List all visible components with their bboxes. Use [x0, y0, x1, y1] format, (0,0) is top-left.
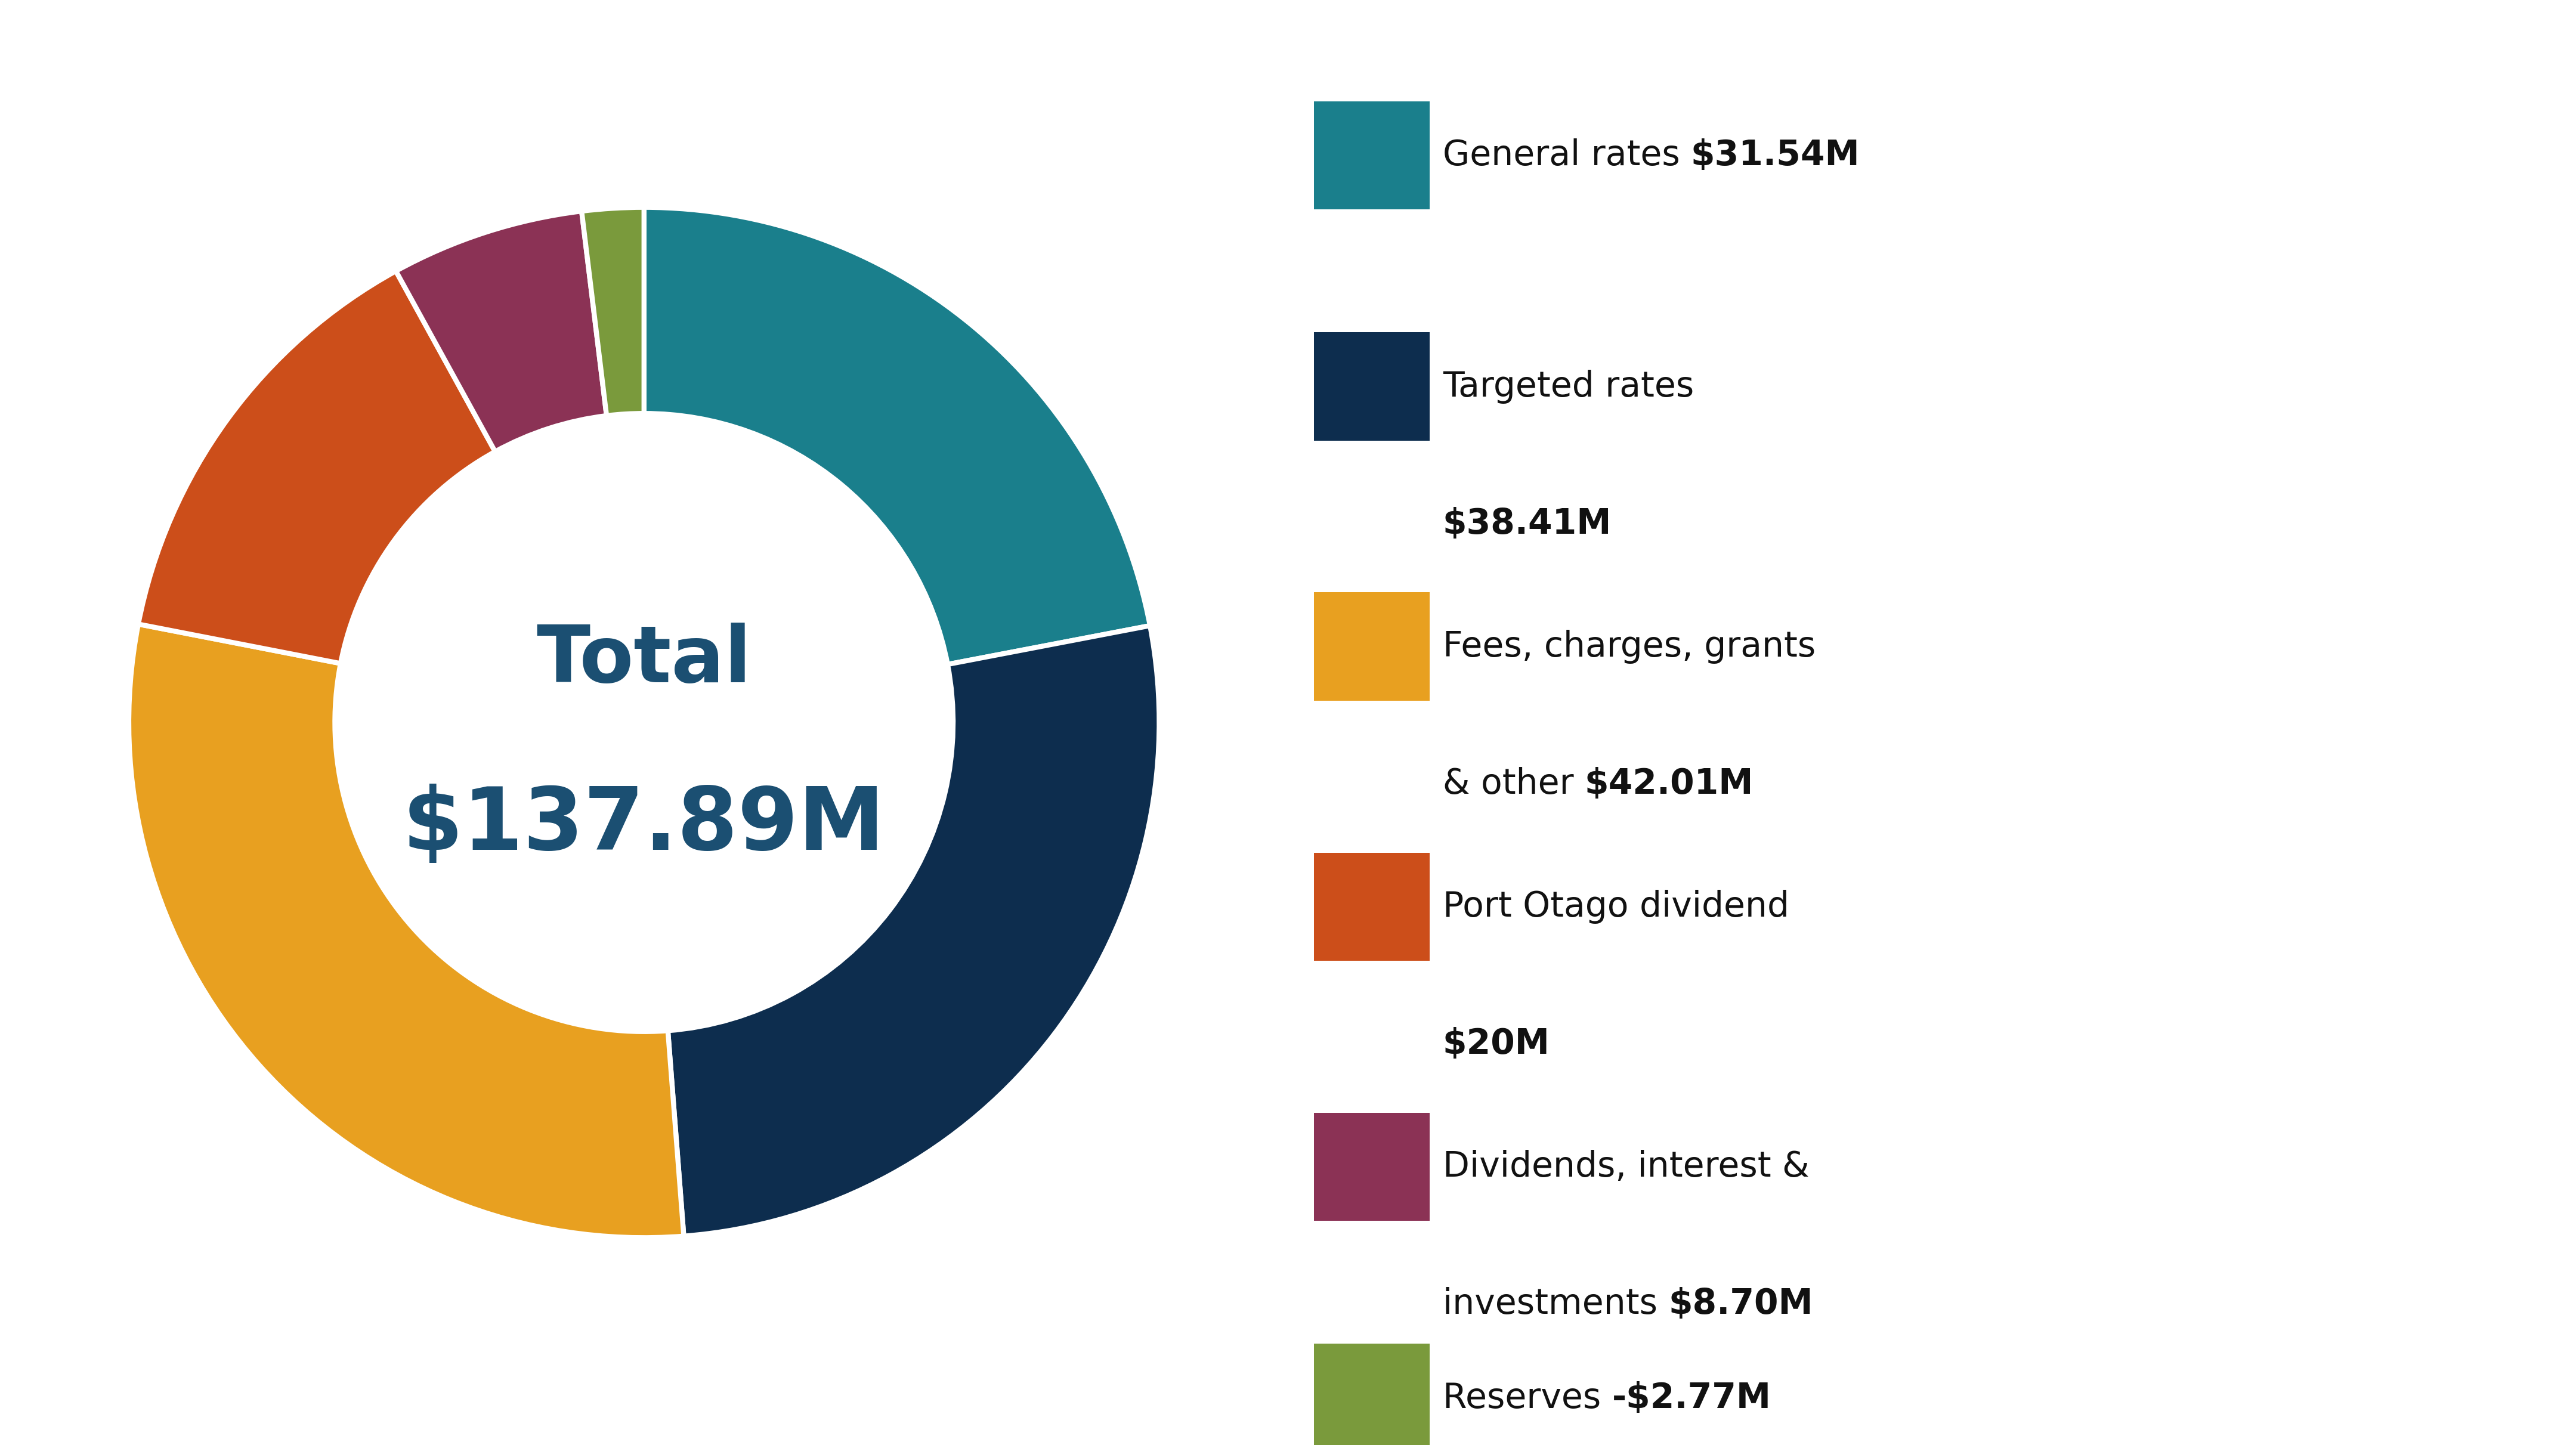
- Text: & other: & other: [1443, 767, 1584, 801]
- Text: $42.01M: $42.01M: [1584, 767, 1754, 801]
- Text: $31.54M: $31.54M: [1690, 139, 1860, 172]
- Text: Port Otago dividend: Port Otago dividend: [1443, 890, 1790, 923]
- FancyBboxPatch shape: [1314, 1113, 1430, 1221]
- Text: Fees, charges, grants: Fees, charges, grants: [1443, 630, 1816, 663]
- Wedge shape: [667, 626, 1159, 1235]
- FancyBboxPatch shape: [1314, 853, 1430, 961]
- Text: Dividends, interest &: Dividends, interest &: [1443, 1150, 1808, 1183]
- Wedge shape: [582, 207, 644, 416]
- Text: Targeted rates: Targeted rates: [1443, 370, 1695, 403]
- FancyBboxPatch shape: [1314, 592, 1430, 701]
- Wedge shape: [397, 211, 605, 452]
- Text: General rates: General rates: [1443, 139, 1690, 172]
- Text: $137.89M: $137.89M: [402, 783, 886, 867]
- Text: -$2.77M: -$2.77M: [1613, 1381, 1772, 1415]
- Text: $38.41M: $38.41M: [1443, 507, 1613, 540]
- FancyBboxPatch shape: [1314, 332, 1430, 441]
- FancyBboxPatch shape: [1314, 1344, 1430, 1445]
- Text: Reserves: Reserves: [1443, 1381, 1613, 1415]
- Text: investments: investments: [1443, 1287, 1669, 1321]
- Wedge shape: [129, 624, 683, 1238]
- Text: $8.70M: $8.70M: [1669, 1287, 1814, 1321]
- Text: Total: Total: [536, 623, 752, 698]
- Wedge shape: [139, 272, 495, 663]
- Text: $20M: $20M: [1443, 1027, 1551, 1061]
- Wedge shape: [644, 207, 1149, 665]
- FancyBboxPatch shape: [1314, 101, 1430, 210]
